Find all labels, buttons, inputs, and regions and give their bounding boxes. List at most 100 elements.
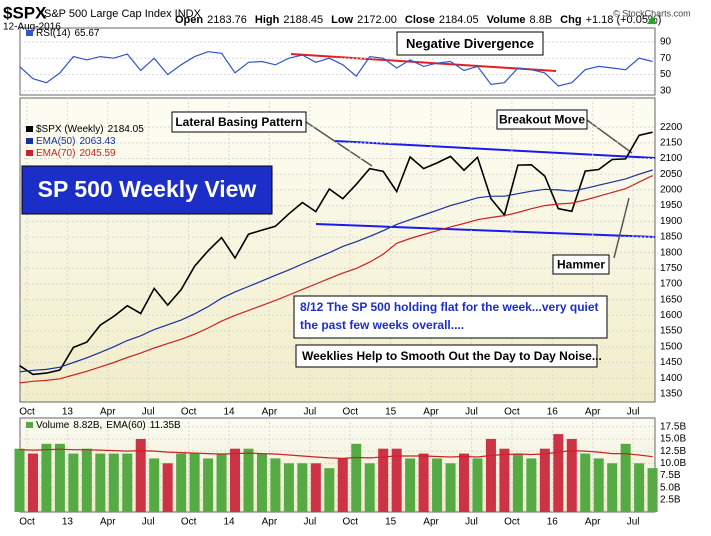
volume-bar bbox=[270, 458, 281, 512]
y-tick-label: 1850 bbox=[660, 232, 683, 243]
x-tick-label: Jul bbox=[465, 407, 478, 418]
annotation: Weeklies Help to Smooth Out the Day to D… bbox=[302, 349, 602, 363]
volume-bar bbox=[405, 458, 416, 512]
legend-value: 2063.43 bbox=[79, 136, 116, 147]
arrow bbox=[586, 119, 633, 154]
volume-bar bbox=[149, 458, 160, 512]
volume-bar bbox=[378, 448, 389, 512]
volume-bar bbox=[459, 453, 470, 512]
quote-value: +1.18 (+0.05%) bbox=[586, 14, 662, 26]
legend-value: 2184.05 bbox=[108, 124, 145, 135]
y-tick-label: 1700 bbox=[660, 279, 683, 290]
annotation: Hammer bbox=[557, 258, 605, 272]
x-tick-label: 13 bbox=[62, 407, 74, 418]
y-tick-label: 2150 bbox=[660, 138, 683, 149]
arrow bbox=[613, 197, 630, 259]
x-tick-label: Jul bbox=[303, 407, 316, 418]
copyright: © StockCharts.com bbox=[613, 8, 691, 18]
annotation-box bbox=[552, 254, 610, 275]
legend-icon bbox=[26, 150, 33, 156]
quote-label: Open bbox=[175, 14, 203, 26]
x-tick-label: Apr bbox=[423, 407, 439, 418]
volume-bar bbox=[216, 453, 227, 512]
annotation-box bbox=[171, 111, 307, 133]
volume-bar bbox=[108, 453, 119, 512]
volume-bar bbox=[539, 448, 550, 512]
x-tick-label: Oct bbox=[19, 517, 35, 528]
x-tick-label: 16 bbox=[547, 517, 559, 528]
index-name: S&P 500 Large Cap Index INDX bbox=[44, 8, 202, 20]
x-tick-label: Jul bbox=[142, 407, 155, 418]
volume-bar bbox=[620, 443, 631, 512]
y-tick-label: 2050 bbox=[660, 169, 683, 180]
volume-bar bbox=[607, 463, 618, 512]
y-tick-label: 1600 bbox=[660, 310, 683, 321]
volume-bar bbox=[189, 453, 200, 512]
legend-icon bbox=[26, 126, 33, 132]
x-tick-label: Jul bbox=[465, 517, 478, 528]
annotation-box bbox=[396, 31, 544, 56]
legend-name: EMA(50) bbox=[36, 136, 75, 147]
divergence-line bbox=[290, 53, 557, 72]
legend-name: EMA(60) bbox=[106, 420, 145, 431]
y-tick-label: 1400 bbox=[660, 373, 683, 384]
legend-value: 65.67 bbox=[74, 28, 99, 39]
x-tick-label: Oct bbox=[19, 407, 35, 418]
quote-value: 2184.05 bbox=[439, 14, 479, 26]
x-tick-label: Oct bbox=[181, 517, 197, 528]
y-tick-label: 2000 bbox=[660, 185, 683, 196]
y-tick-label: 50 bbox=[660, 69, 672, 80]
volume-bar bbox=[81, 448, 92, 512]
legend-name: $SPX (Weekly) bbox=[36, 124, 104, 135]
volume-bar bbox=[351, 443, 362, 512]
y-tick-label: 1950 bbox=[660, 200, 683, 211]
x-tick-label: Apr bbox=[100, 407, 116, 418]
volume-bar bbox=[445, 463, 456, 512]
y-tick-label: 90 bbox=[660, 37, 672, 48]
x-tick-label: 15 bbox=[385, 517, 397, 528]
y-tick-label: 12.5B bbox=[660, 446, 686, 457]
y-tick-label: 30 bbox=[660, 86, 672, 97]
volume-bar bbox=[566, 438, 577, 512]
date: 12-Aug-2016 bbox=[3, 22, 61, 33]
series-line bbox=[19, 131, 653, 376]
volume-bar bbox=[391, 448, 402, 512]
legend-icon bbox=[26, 138, 33, 144]
legend-value: 11.35B bbox=[150, 420, 181, 431]
legend: RSI(14) 65.67 bbox=[36, 28, 100, 39]
volume-bar bbox=[297, 463, 308, 512]
x-tick-label: Oct bbox=[504, 517, 520, 528]
x-tick-label: 14 bbox=[223, 407, 235, 418]
series-line bbox=[19, 169, 653, 373]
y-tick-label: 1550 bbox=[660, 326, 683, 337]
annotation-box bbox=[295, 344, 598, 368]
volume-bar bbox=[243, 448, 254, 512]
volume-bar bbox=[593, 458, 604, 512]
volume-bar bbox=[256, 453, 267, 512]
x-tick-label: Jul bbox=[142, 517, 155, 528]
quote-value: 2183.76 bbox=[207, 14, 247, 26]
legend-icon bbox=[26, 30, 33, 36]
volume-bar bbox=[418, 453, 429, 512]
y-tick-label: 1800 bbox=[660, 247, 683, 258]
quote-value: 8.8B bbox=[530, 14, 553, 26]
annotation: 8/12 The SP 500 holding flat for the wee… bbox=[300, 300, 599, 314]
x-tick-label: Apr bbox=[100, 517, 116, 528]
quote-value: 2172.00 bbox=[357, 14, 397, 26]
annotation: SP 500 Weekly View bbox=[38, 176, 257, 202]
legend-name: EMA(70) bbox=[36, 148, 75, 159]
series-line bbox=[19, 448, 653, 460]
series-line bbox=[19, 51, 653, 87]
volume-bar bbox=[364, 463, 375, 512]
volume-bar bbox=[472, 458, 483, 512]
x-tick-label: 16 bbox=[547, 407, 559, 418]
volume-bar bbox=[203, 458, 214, 512]
annotation-box bbox=[293, 295, 608, 339]
quote-label: High bbox=[255, 14, 280, 26]
x-tick-label: Jul bbox=[303, 517, 316, 528]
quotes: Open 2183.76 High 2188.45 Low 2172.00 Close 218… bbox=[175, 14, 661, 26]
annotation: Negative Divergence bbox=[406, 36, 534, 51]
volume-bar bbox=[230, 448, 241, 512]
volume-bar bbox=[14, 448, 25, 512]
x-tick-label: Apr bbox=[585, 407, 601, 418]
